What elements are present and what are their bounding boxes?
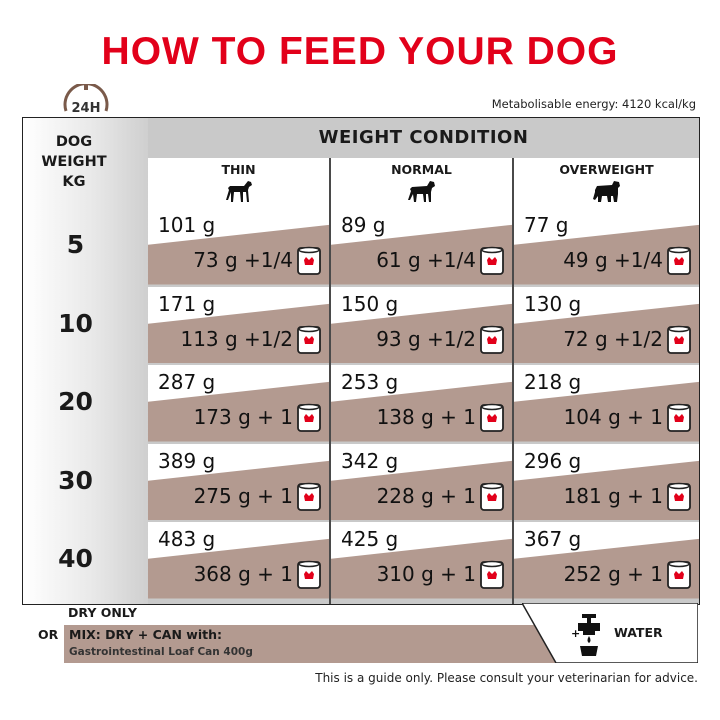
can-icon xyxy=(479,325,505,355)
can-icon xyxy=(479,482,505,512)
cell-background xyxy=(148,443,329,520)
mix-amount: 61 g +1/4 xyxy=(376,248,476,272)
feeding-cell: 425 g 310 g + 1 xyxy=(331,522,512,599)
mix-amount: 93 g +1/2 xyxy=(376,326,476,351)
feeding-cell: 389 g 275 g + 1 xyxy=(148,443,329,520)
can-icon xyxy=(666,403,692,433)
mix-amount: 104 g + 1 xyxy=(563,405,663,429)
can-icon xyxy=(296,482,322,512)
cell-background xyxy=(331,522,512,599)
mix-amount: 49 g +1/4 xyxy=(563,248,663,272)
column-divider xyxy=(329,158,331,604)
legend-or: OR xyxy=(38,627,59,642)
legend-can-name: Gastrointestinal Loaf Can 400g xyxy=(69,646,253,658)
weight-condition-header: WEIGHT CONDITION xyxy=(318,127,529,148)
can-icon xyxy=(666,246,692,276)
feeding-cell: 218 g 104 g + 1 xyxy=(514,365,699,442)
legend-water: WATER xyxy=(614,625,663,640)
page-title: HOW TO FEED YOUR DOG xyxy=(101,30,619,73)
feeding-cell: 101 g 73 g +1/4 xyxy=(148,208,329,285)
dog-overweight-icon xyxy=(592,181,620,202)
column-header-thin: THIN xyxy=(148,158,329,208)
can-icon xyxy=(479,560,505,590)
mix-amount: 228 g + 1 xyxy=(376,483,476,508)
dog-weight-header: DOG WEIGHT KG xyxy=(41,134,107,190)
cell-background xyxy=(514,286,699,363)
dry-only-amount: 287 g xyxy=(158,370,216,394)
legend-dry-only: DRY ONLY xyxy=(68,605,137,620)
mix-amount: 275 g + 1 xyxy=(193,483,293,508)
can-icon xyxy=(479,403,505,433)
water-tap-icon: + xyxy=(571,614,600,656)
dog-normal-icon xyxy=(407,181,435,202)
mix-amount: 310 g + 1 xyxy=(376,562,476,586)
dry-only-amount: 253 g xyxy=(341,370,399,394)
can-icon xyxy=(666,325,692,355)
feeding-cell: 77 g 49 g +1/4 xyxy=(514,208,699,285)
feeding-table: DOG WEIGHT KG WEIGHT CONDITION THIN NORM… xyxy=(22,117,700,605)
mix-amount: 72 g +1/2 xyxy=(563,326,663,351)
weight-value: 40 xyxy=(58,544,93,573)
can-icon xyxy=(296,325,322,355)
mix-amount: 181 g + 1 xyxy=(563,483,663,508)
dry-only-amount: 218 g xyxy=(524,370,582,394)
cell-background xyxy=(148,208,329,285)
cell-background xyxy=(148,522,329,599)
feeding-cell: 89 g 61 g +1/4 xyxy=(331,208,512,285)
feeding-cell: 342 g 228 g + 1 xyxy=(331,443,512,520)
svg-text:+: + xyxy=(571,627,580,640)
dry-only-amount: 389 g xyxy=(158,448,216,473)
dry-only-amount: 367 g xyxy=(524,527,582,551)
feeding-cell: 483 g 368 g + 1 xyxy=(148,522,329,599)
dry-only-amount: 296 g xyxy=(524,448,582,473)
clock-label: 24H xyxy=(72,101,101,116)
metabolisable-energy: Metabolisable energy: 4120 kcal/kg xyxy=(491,97,696,111)
can-icon xyxy=(296,403,322,433)
weight-value: 20 xyxy=(58,387,93,416)
feeding-cell: 296 g 181 g + 1 xyxy=(514,443,699,520)
feeding-cell: 150 g 93 g +1/2 xyxy=(331,286,512,363)
dry-only-amount: 130 g xyxy=(524,291,582,316)
can-icon xyxy=(666,560,692,590)
cell-background xyxy=(331,443,512,520)
dry-only-amount: 171 g xyxy=(158,291,216,316)
legend-mix: MIX: DRY + CAN with: xyxy=(69,627,222,642)
feeding-cell: 253 g 138 g + 1 xyxy=(331,365,512,442)
mix-amount: 368 g + 1 xyxy=(193,562,293,586)
dry-only-amount: 483 g xyxy=(158,527,216,551)
column-divider xyxy=(512,158,514,604)
column-header-normal: NORMAL xyxy=(331,158,512,208)
feeding-cell: 171 g 113 g +1/2 xyxy=(148,286,329,363)
can-icon xyxy=(666,482,692,512)
legend-mix-band xyxy=(64,625,568,663)
dry-only-amount: 101 g xyxy=(158,213,216,237)
feeding-cell: 130 g 72 g +1/2 xyxy=(514,286,699,363)
mix-amount: 73 g +1/4 xyxy=(193,248,293,272)
dry-only-amount: 77 g xyxy=(524,213,569,237)
clock-icon: 24H xyxy=(63,84,109,116)
weight-value: 10 xyxy=(58,308,93,338)
feeding-cell: 367 g 252 g + 1 xyxy=(514,522,699,599)
mix-amount: 138 g + 1 xyxy=(376,405,476,429)
mix-amount: 113 g +1/2 xyxy=(180,326,293,351)
can-icon xyxy=(296,560,322,590)
dry-only-amount: 425 g xyxy=(341,527,399,551)
dry-only-amount: 342 g xyxy=(341,448,399,473)
weight-column xyxy=(23,118,148,604)
dry-only-amount: 150 g xyxy=(341,291,399,316)
weight-value: 30 xyxy=(58,465,93,495)
water-box xyxy=(522,603,698,663)
weight-value: 5 xyxy=(66,230,85,259)
can-icon xyxy=(479,246,505,276)
dog-thin-icon xyxy=(225,181,252,202)
mix-amount: 173 g + 1 xyxy=(193,405,293,429)
dry-only-amount: 89 g xyxy=(341,213,386,237)
disclaimer: This is a guide only. Please consult you… xyxy=(315,671,698,685)
column-header-overweight: OVERWEIGHT xyxy=(514,158,699,208)
feeding-cell: 287 g 173 g + 1 xyxy=(148,365,329,442)
cell-background xyxy=(331,208,512,285)
mix-amount: 252 g + 1 xyxy=(563,562,663,586)
can-icon xyxy=(296,246,322,276)
